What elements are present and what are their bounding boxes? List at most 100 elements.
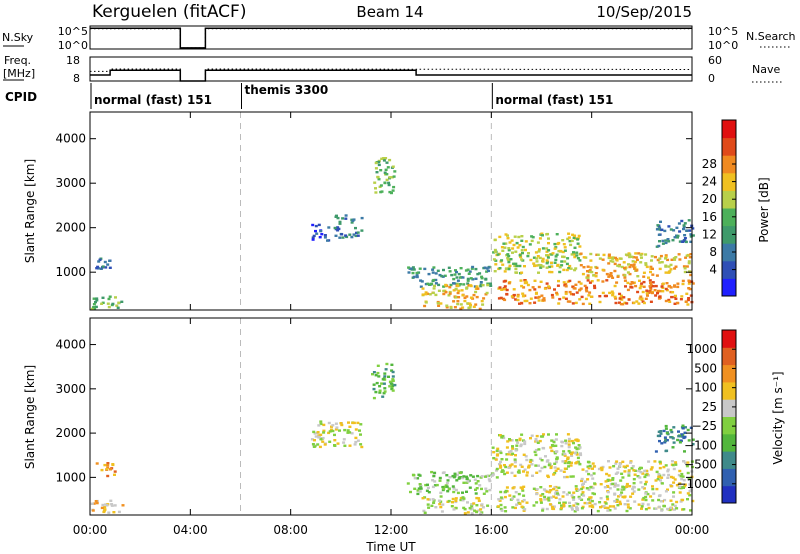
power-cell-7-75 bbox=[504, 233, 508, 236]
velocity-cell-8-23 bbox=[597, 467, 601, 471]
power-cell-9-105 bbox=[674, 265, 678, 268]
velocity-cell-3-2 bbox=[376, 371, 380, 375]
velocity-cell-6-198 bbox=[503, 472, 507, 476]
velocity-cell-4-42 bbox=[424, 483, 428, 487]
velocity-cell-7-208 bbox=[562, 502, 566, 506]
power-cell-0-6 bbox=[104, 266, 108, 269]
power-cell-2-1 bbox=[323, 236, 327, 239]
power-cell-7-128 bbox=[571, 233, 575, 236]
power-cell-8-244 bbox=[524, 280, 528, 283]
power-cell-10-28 bbox=[655, 245, 659, 248]
velocity-cell-9-9 bbox=[683, 450, 686, 453]
power-cell-4-26 bbox=[387, 183, 391, 187]
frequency-series-group bbox=[90, 68, 693, 82]
velocity-cell-4-95 bbox=[413, 487, 417, 490]
power-cell-8-232 bbox=[613, 284, 617, 288]
velocity-cell-6-192 bbox=[511, 447, 515, 450]
power-cell-7-120 bbox=[559, 249, 563, 253]
velocity-cell-8-47 bbox=[641, 472, 645, 475]
power-cell-8-33 bbox=[588, 291, 592, 294]
velocity-cell-7-103 bbox=[644, 498, 648, 502]
power-cell-5-88 bbox=[489, 284, 493, 287]
velocity-cell-1-23 bbox=[94, 500, 98, 503]
power-cell-1-8 bbox=[107, 297, 111, 301]
power-cell-8-226 bbox=[625, 302, 629, 305]
power-cell-7-143 bbox=[569, 267, 573, 270]
power-cell-9-61 bbox=[685, 265, 689, 268]
power-cell-6-74 bbox=[469, 296, 473, 299]
velocity-cell-4-59 bbox=[441, 485, 445, 489]
power-cell-9-79 bbox=[590, 270, 594, 274]
velocity-cell-8-156 bbox=[666, 476, 670, 479]
power-cell-9-17 bbox=[630, 255, 634, 258]
velocity-cell-7-248 bbox=[547, 499, 551, 502]
power-cell-9-136 bbox=[664, 265, 668, 268]
power-cell-6-48 bbox=[460, 289, 464, 292]
velocity-cell-7-40 bbox=[572, 498, 576, 501]
power-cell-3-29 bbox=[337, 227, 341, 231]
velocity-cell-7-115 bbox=[574, 502, 578, 505]
velocity-cell-7-127 bbox=[539, 486, 543, 489]
velocity-cell-2-31 bbox=[310, 438, 314, 441]
power-cell-3-8 bbox=[345, 235, 349, 239]
power-cell-5-45 bbox=[473, 285, 477, 288]
velocity-cell-6-91 bbox=[561, 441, 564, 444]
velocity-cell-3-12 bbox=[390, 387, 394, 391]
velocity-cell-7-21 bbox=[514, 506, 517, 510]
power-cell-6-26 bbox=[449, 306, 453, 309]
power-cell-7-31 bbox=[569, 243, 573, 247]
velocity-cell-7-32 bbox=[505, 486, 509, 489]
velocity-cell-8-165 bbox=[611, 477, 615, 480]
velocity-cell-8-131 bbox=[625, 464, 629, 468]
velocity-cell-7-125 bbox=[585, 502, 589, 505]
power-cell-4-20 bbox=[392, 185, 396, 189]
velocity-cell-6-215 bbox=[555, 458, 559, 461]
velocity-cell-2-22 bbox=[313, 432, 317, 435]
power-cell-8-104 bbox=[653, 289, 657, 292]
velocity-cell-7-29 bbox=[631, 487, 635, 491]
velocity-cell-7-199 bbox=[563, 501, 567, 504]
velocity-cell-8-139 bbox=[607, 460, 610, 463]
power-cell-6-30 bbox=[421, 287, 425, 290]
power-cell-8-243 bbox=[564, 285, 568, 288]
power-cell-7-16 bbox=[513, 264, 517, 268]
power-cell-8-8 bbox=[670, 295, 674, 299]
power-cell-8-169 bbox=[568, 290, 572, 294]
velocity-cell-8-82 bbox=[685, 464, 689, 468]
noise-series-0 bbox=[90, 27, 692, 49]
velocity-cell-1-16 bbox=[90, 502, 94, 505]
velocity-cell-4-99 bbox=[442, 471, 446, 474]
velocity-cell-1-8 bbox=[95, 501, 99, 505]
power-cell-8-25 bbox=[676, 285, 680, 289]
power-cell-9-110 bbox=[649, 267, 653, 270]
power-cell-7-154 bbox=[540, 232, 544, 235]
power-cell-8-70 bbox=[584, 297, 588, 301]
velocity-cell-8-136 bbox=[625, 482, 629, 486]
power-cell-8-107 bbox=[533, 288, 537, 291]
velocity-cell-7-205 bbox=[603, 506, 607, 509]
power-cell-8-109 bbox=[680, 295, 684, 298]
power-cell-0-0 bbox=[99, 267, 103, 270]
power-cell-8-125 bbox=[676, 282, 680, 285]
power-colorbar-tick-label-4: 20 bbox=[702, 192, 717, 206]
power-cell-5-5 bbox=[442, 285, 446, 288]
velocity-cell-8-16 bbox=[601, 465, 605, 469]
power-cell-8-15 bbox=[661, 282, 665, 285]
power-cell-5-46 bbox=[449, 283, 453, 287]
freq-right-tick-top: 60 bbox=[708, 54, 722, 67]
velocity-cell-3-39 bbox=[374, 390, 378, 394]
velocity-cell-8-160 bbox=[600, 468, 604, 472]
velocity-cell-8-137 bbox=[614, 462, 618, 465]
power-cell-8-223 bbox=[674, 297, 678, 300]
velocity-cell-6-175 bbox=[519, 444, 523, 448]
velocity-cell-0-6 bbox=[106, 466, 110, 469]
velocity-cell-7-144 bbox=[682, 508, 686, 511]
power-cell-6-72 bbox=[468, 306, 472, 309]
velocity-cell-8-142 bbox=[631, 465, 635, 468]
velocity-cell-2-64 bbox=[358, 429, 361, 432]
power-cell-3-11 bbox=[341, 217, 345, 220]
velocity-cell-7-278 bbox=[619, 494, 623, 497]
velocity-cell-7-258 bbox=[588, 496, 592, 499]
velocity-panel-frame bbox=[89, 317, 693, 516]
